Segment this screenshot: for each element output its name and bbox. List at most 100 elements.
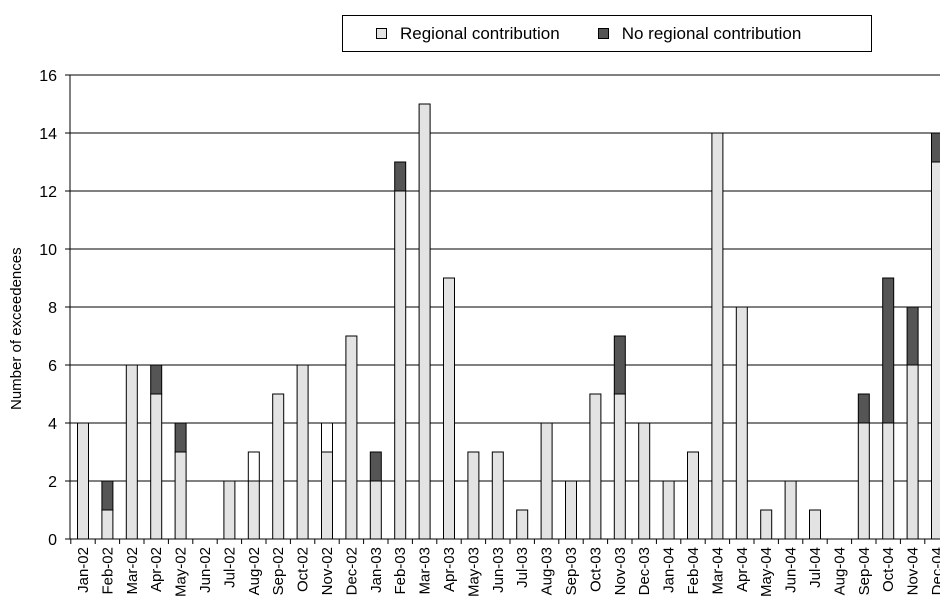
bar-segment <box>540 422 553 540</box>
x-tick-label: Nov-03 <box>612 547 629 595</box>
x-tick-label: Oct-03 <box>587 547 604 592</box>
y-tick-label: 12 <box>39 184 57 201</box>
bar-segment <box>272 393 285 540</box>
x-tick-label: Nov-04 <box>905 547 922 595</box>
x-tick-label: Feb-04 <box>685 547 702 595</box>
bar-segment <box>857 393 870 424</box>
legend-item-no-regional: No regional contribution <box>597 23 802 44</box>
bar-segment <box>321 422 333 453</box>
bar-segment <box>150 364 163 395</box>
x-tick-label: Apr-04 <box>734 547 751 592</box>
x-tick-label: Nov-02 <box>319 547 336 595</box>
bar-segment <box>613 335 626 395</box>
x-tick-label: Aug-04 <box>831 547 848 595</box>
y-tick-label: 16 <box>39 68 57 85</box>
x-tick-label: Dec-04 <box>929 547 940 595</box>
bar-segment <box>77 422 89 540</box>
legend: Regional contribution No regional contri… <box>342 15 872 52</box>
x-tick-label: Sep-04 <box>856 547 873 595</box>
bar-segment <box>125 364 138 540</box>
gridlines <box>70 74 940 482</box>
bar-segment <box>247 480 260 540</box>
x-tick-label: Jan-04 <box>661 547 678 593</box>
bar-segment <box>394 161 407 192</box>
x-tick-label: Jun-04 <box>783 547 800 593</box>
x-tick-label: May-02 <box>173 547 190 597</box>
x-tick-label: Sep-03 <box>563 547 580 595</box>
bar-segment <box>857 422 870 540</box>
x-tick-label: Jul-02 <box>221 547 238 588</box>
bar-segment <box>931 132 940 163</box>
bar-segment <box>467 451 480 540</box>
bar-segment <box>613 393 626 540</box>
y-tick-label: 0 <box>48 532 57 549</box>
bar-segment <box>565 480 577 540</box>
bar-segment <box>321 451 333 540</box>
bar-segment <box>345 335 358 540</box>
x-tick-label: Apr-02 <box>148 547 165 592</box>
bar-segment <box>906 364 919 540</box>
x-tick-label: Dec-03 <box>636 547 653 595</box>
legend-label-regional: Regional contribution <box>400 23 560 43</box>
bar-segment <box>809 509 821 540</box>
y-tick-labels: 0 2 4 6 8 10 12 14 16 <box>39 68 57 549</box>
bar-segment <box>174 451 187 540</box>
x-tick-label: Mar-03 <box>417 547 434 595</box>
legend-label-no-regional: No regional contribution <box>621 23 802 43</box>
bar-segment <box>638 422 651 540</box>
x-tick-label: Jun-02 <box>197 547 214 593</box>
x-tick-label: Oct-02 <box>295 547 312 592</box>
bar-segment <box>443 277 455 540</box>
y-tick-label: 10 <box>39 242 57 259</box>
legend-swatch-no-regional <box>597 28 609 39</box>
bar-segment <box>516 509 529 540</box>
bar-segment <box>491 451 504 540</box>
x-tick-label: Aug-02 <box>246 547 263 595</box>
x-tick-label: Mar-02 <box>124 547 141 595</box>
bar-segment <box>369 480 382 540</box>
bar-segment <box>662 480 675 540</box>
axes <box>65 74 940 544</box>
bar-segment <box>711 132 724 540</box>
bar-segment <box>101 509 114 540</box>
x-tick-label: May-03 <box>465 547 482 597</box>
y-tick-label: 2 <box>48 474 57 491</box>
bar-segment <box>931 161 940 540</box>
bar-segment <box>296 364 309 540</box>
bar-segment <box>760 509 773 540</box>
bar-segment <box>906 306 919 366</box>
x-tick-label: Jun-03 <box>490 547 507 593</box>
bar-segment <box>784 480 797 540</box>
x-tick-labels: Jan-02 Feb-02 Mar-02 Apr-02 May-02 Jun-02 Jul-… <box>75 547 940 597</box>
bar-segment <box>369 451 382 482</box>
bar-segment <box>150 393 163 540</box>
y-axis-title: Number of exceedences <box>8 247 25 410</box>
x-tick-label: Oct-04 <box>880 547 897 592</box>
x-tick-label: Dec-02 <box>343 547 360 595</box>
x-tick-label: May-04 <box>758 547 775 597</box>
bar-segment <box>174 422 187 453</box>
x-tick-label: Sep-02 <box>270 547 287 595</box>
bar-segment <box>687 451 699 540</box>
bar-segment <box>223 480 236 540</box>
x-tick-label: Jul-04 <box>807 547 824 588</box>
bars <box>77 103 940 540</box>
x-tick-label: Apr-03 <box>441 547 458 592</box>
y-tick-label: 14 <box>39 126 57 143</box>
x-tick-label: Mar-04 <box>709 547 726 595</box>
bar-segment <box>735 306 748 540</box>
legend-swatch-regional <box>376 28 387 39</box>
bar-segment <box>418 103 431 540</box>
bar-segment <box>589 393 602 540</box>
y-tick-label: 4 <box>48 416 57 433</box>
x-tick-label: Jan-03 <box>368 547 385 593</box>
x-tick-label: Aug-03 <box>539 547 556 595</box>
bar-segment <box>882 422 895 540</box>
x-tick-label: Jan-02 <box>75 547 92 593</box>
x-tick-label: Jul-03 <box>514 547 531 588</box>
x-tick-label: Feb-02 <box>99 547 116 595</box>
legend-item-regional: Regional contribution <box>376 24 560 44</box>
y-tick-label: 8 <box>48 300 57 317</box>
bar-segment <box>394 190 407 540</box>
